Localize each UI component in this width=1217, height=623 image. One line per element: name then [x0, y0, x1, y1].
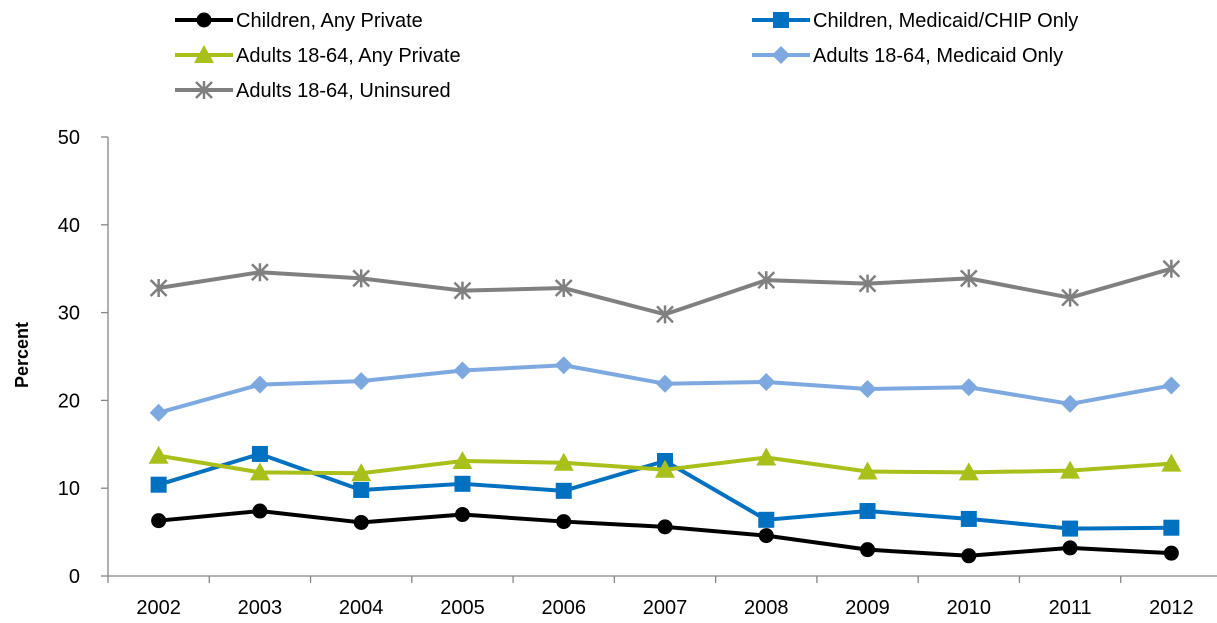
data-point: [1061, 394, 1080, 413]
data-point: [1163, 545, 1179, 561]
x-tick-label: 2008: [744, 597, 789, 619]
legend-marker: [194, 45, 214, 63]
data-point: [251, 445, 268, 462]
y-tick-label: 40: [58, 215, 80, 237]
data-point: [857, 461, 878, 480]
data-point: [1163, 519, 1180, 536]
data-point: [150, 476, 167, 493]
x-tick-label: 2010: [947, 597, 992, 619]
data-point: [958, 462, 979, 481]
data-point: [859, 503, 876, 520]
data-point: [151, 513, 167, 529]
data-point: [352, 269, 371, 288]
legend-item: Children, Medicaid/CHIP Only: [752, 10, 1078, 32]
y-tick-label: 50: [58, 127, 80, 149]
y-tick-label: 0: [69, 566, 80, 588]
data-point: [553, 452, 574, 471]
x-tick-label: 2002: [136, 597, 181, 619]
legend-item: Children, Any Private: [175, 10, 423, 32]
data-point: [655, 459, 675, 478]
y-axis-title: Percent: [12, 322, 32, 388]
data-point: [353, 514, 369, 530]
data-point: [657, 519, 673, 535]
x-tick-label: 2009: [845, 597, 890, 619]
x-tick-label: 2003: [238, 597, 283, 619]
data-point: [454, 507, 470, 523]
data-point: [656, 374, 674, 393]
data-point: [959, 378, 978, 397]
data-point: [1162, 259, 1181, 278]
legend-marker: [772, 46, 790, 64]
data-point: [554, 356, 573, 375]
data-point: [1061, 288, 1079, 307]
data-point: [250, 375, 269, 394]
data-point: [959, 269, 978, 288]
data-point: [351, 463, 372, 482]
x-tick-label: 2012: [1149, 597, 1194, 619]
data-point: [252, 503, 268, 519]
x-tick-label: 2005: [440, 597, 485, 619]
legend-label: Children, Medicaid/CHIP Only: [813, 10, 1078, 32]
legend-marker: [195, 81, 213, 99]
x-tick-label: 2004: [339, 597, 384, 619]
data-point: [758, 528, 774, 544]
legend-label: Adults 18-64, Uninsured: [236, 80, 451, 102]
data-point: [353, 481, 370, 498]
data-point: [249, 462, 270, 481]
x-tick-label: 2006: [541, 597, 586, 619]
data-point: [251, 263, 269, 282]
data-point: [352, 372, 371, 391]
data-point: [149, 403, 168, 422]
y-tick-label: 20: [58, 390, 80, 412]
data-point: [960, 510, 977, 527]
data-point: [452, 450, 473, 469]
legend-marker: [196, 12, 212, 28]
data-point: [148, 445, 169, 464]
y-tick-label: 10: [58, 478, 80, 500]
data-point: [554, 279, 573, 298]
x-tick-label: 2011: [1049, 597, 1092, 619]
legend-item: Adults 18-64, Uninsured: [175, 80, 451, 102]
x-tick-label: 2007: [643, 597, 688, 619]
legend-item: Adults 18-64, Any Private: [175, 45, 461, 67]
legend-label: Adults 18-64, Any Private: [236, 45, 461, 67]
data-point: [453, 361, 472, 380]
data-point: [858, 274, 877, 293]
series-3: [148, 445, 1182, 482]
data-point: [454, 475, 471, 492]
data-point: [555, 482, 572, 499]
data-point: [1162, 376, 1181, 395]
data-point: [860, 542, 876, 558]
data-point: [656, 305, 674, 324]
axes: 0 10 20 30 40 50 2002 2003 2004 2005 2006 2007 2008 2…: [58, 127, 1217, 619]
legend-label: Children, Any Private: [236, 10, 423, 32]
data-point: [453, 281, 472, 300]
series-layer: [148, 259, 1182, 564]
y-tick-label: 30: [58, 303, 80, 325]
series-4: [149, 356, 1181, 422]
legend-item: Adults 18-64, Medicaid Only: [752, 45, 1063, 67]
series-5: [149, 259, 1181, 324]
data-point: [756, 447, 777, 466]
legend-marker: [773, 12, 789, 28]
data-point: [858, 379, 877, 398]
data-point: [757, 271, 776, 290]
data-point: [1062, 520, 1079, 537]
data-point: [961, 548, 977, 564]
data-point: [1062, 540, 1078, 556]
data-point: [1161, 453, 1182, 472]
data-point: [1060, 460, 1081, 479]
legend-label: Adults 18-64, Medicaid Only: [813, 45, 1063, 67]
data-point: [758, 511, 775, 528]
legend: Children, Any Private Children, Medicaid/…: [175, 10, 1078, 102]
data-point: [149, 279, 168, 298]
data-point: [556, 514, 572, 530]
data-point: [757, 372, 776, 391]
series-1: [151, 503, 1179, 564]
